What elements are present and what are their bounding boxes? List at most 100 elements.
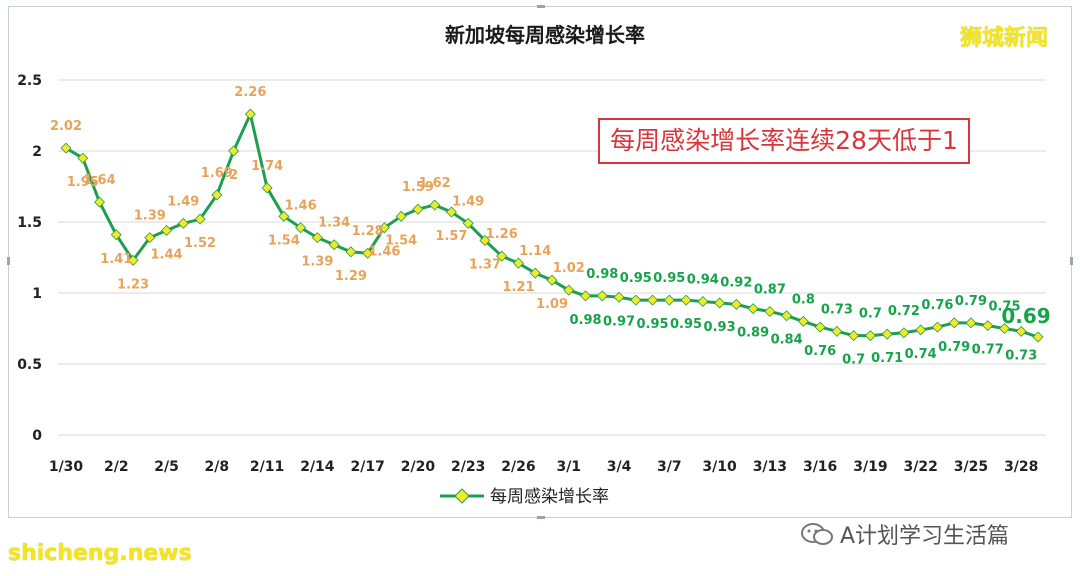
data-label: 1.57 <box>435 229 467 244</box>
data-point-marker <box>60 142 72 154</box>
data-label: 2.26 <box>234 85 266 100</box>
data-point-marker <box>462 217 474 229</box>
x-tick-label: 2/8 <box>205 459 230 475</box>
data-point-marker <box>546 274 558 286</box>
data-point-marker <box>948 317 960 329</box>
data-label: 0.84 <box>771 333 803 348</box>
legend-marker <box>454 488 470 504</box>
data-label: 0.7 <box>842 353 865 368</box>
y-tick-label: 2.5 <box>17 73 42 89</box>
brand-logo-text: 狮城新闻 <box>960 26 1049 51</box>
data-point-marker <box>261 182 273 194</box>
data-label: 1.28 <box>352 224 384 239</box>
data-label: 0.8 <box>792 292 815 307</box>
x-tick-label: 3/7 <box>657 459 682 475</box>
data-label: 0.98 <box>569 313 601 328</box>
data-label: 1.95 <box>67 175 99 190</box>
data-point-marker <box>395 210 407 222</box>
x-tick-label: 2/11 <box>250 459 284 475</box>
wechat-watermark: A计划学习生活篇 <box>800 518 1009 550</box>
data-point-marker <box>1015 325 1027 337</box>
watermark-text: A计划学习生活篇 <box>840 524 1010 549</box>
data-label: 0.93 <box>704 320 736 335</box>
data-point-marker <box>378 222 390 234</box>
data-point-marker <box>831 325 843 337</box>
data-label: 0.94 <box>687 273 719 288</box>
data-label: 1.59 <box>402 180 434 195</box>
data-label: 1.41 <box>100 252 132 267</box>
data-point-marker <box>764 305 776 317</box>
data-label: 1.14 <box>519 244 551 259</box>
x-tick-label: 3/28 <box>1004 459 1038 475</box>
data-label: 0.95 <box>620 271 652 286</box>
x-tick-label: 2/17 <box>350 459 384 475</box>
data-label: 1.29 <box>335 269 367 284</box>
data-point-marker <box>479 234 491 246</box>
data-point-marker <box>781 310 793 322</box>
data-point-marker <box>680 294 692 306</box>
data-label: 1.49 <box>452 194 484 209</box>
x-tick-label: 3/22 <box>904 459 938 475</box>
data-label: 1.69 <box>201 166 233 181</box>
x-tick-label: 2/14 <box>300 459 335 475</box>
data-point-marker <box>311 232 323 244</box>
data-label: 1.52 <box>184 236 216 251</box>
data-point-marker <box>77 152 89 164</box>
data-point-marker <box>848 330 860 342</box>
data-point-marker <box>177 217 189 229</box>
x-tick-label: 3/25 <box>954 459 988 475</box>
x-tick-label: 2/26 <box>501 459 535 475</box>
data-label: 1.34 <box>318 216 350 231</box>
x-tick-label: 3/16 <box>803 459 837 475</box>
y-tick-labels: 0 0.5 1 1.5 2 2.5 <box>17 73 42 444</box>
data-label: 1.02 <box>553 261 585 276</box>
data-label: 0.69 <box>1001 304 1050 328</box>
data-label: 0.76 <box>804 344 836 359</box>
data-point-marker <box>1032 331 1044 343</box>
x-tick-label: 1/30 <box>49 459 84 475</box>
data-point-marker <box>663 294 675 306</box>
data-label: 0.74 <box>905 347 937 362</box>
x-tick-label: 3/4 <box>607 459 632 475</box>
data-label: 1.64 <box>83 173 115 188</box>
data-label: 1.49 <box>167 194 199 209</box>
data-point-marker <box>714 297 726 309</box>
resize-handle-bottom[interactable] <box>537 516 545 519</box>
data-point-marker <box>697 296 709 308</box>
data-point-marker <box>998 322 1010 335</box>
resize-handle-left[interactable] <box>7 257 10 265</box>
data-point-marker <box>228 145 240 157</box>
data-label: 0.73 <box>821 302 853 317</box>
data-point-marker <box>295 222 307 234</box>
legend[interactable]: 每周感染增长率 <box>440 487 609 507</box>
x-tick-label: 2/2 <box>104 459 129 475</box>
data-label: 0.95 <box>637 317 669 332</box>
data-point-marker <box>730 298 742 310</box>
data-label: 2 <box>229 168 238 183</box>
legend-label: 每周感染增长率 <box>490 487 609 507</box>
data-label: 0.95 <box>670 317 702 332</box>
data-point-marker <box>328 239 340 251</box>
data-label: 0.98 <box>586 267 618 282</box>
data-point-marker <box>127 254 139 266</box>
data-label: 0.95 <box>653 271 685 286</box>
data-point-marker <box>244 108 256 120</box>
x-tick-label: 2/5 <box>154 459 179 475</box>
data-point-marker <box>445 206 457 218</box>
callout-box: 每周感染增长率连续28天低于1 <box>598 118 970 164</box>
x-tick-label: 2/20 <box>401 459 436 475</box>
data-point-marker <box>94 196 106 208</box>
resize-handle-top[interactable] <box>537 5 545 8</box>
chart-frame <box>7 5 1073 519</box>
data-point-marker <box>630 294 642 306</box>
data-point-marker <box>563 284 575 296</box>
data-label: 1.54 <box>268 233 300 248</box>
resize-handle-right[interactable] <box>1070 257 1073 265</box>
data-point-marker <box>278 210 290 222</box>
data-point-marker <box>965 317 977 329</box>
chart-title: 新加坡每周感染增长率 <box>445 23 645 47</box>
data-label: 1.54 <box>385 233 417 248</box>
data-point-marker <box>194 213 206 225</box>
data-label: 1.37 <box>469 257 501 272</box>
